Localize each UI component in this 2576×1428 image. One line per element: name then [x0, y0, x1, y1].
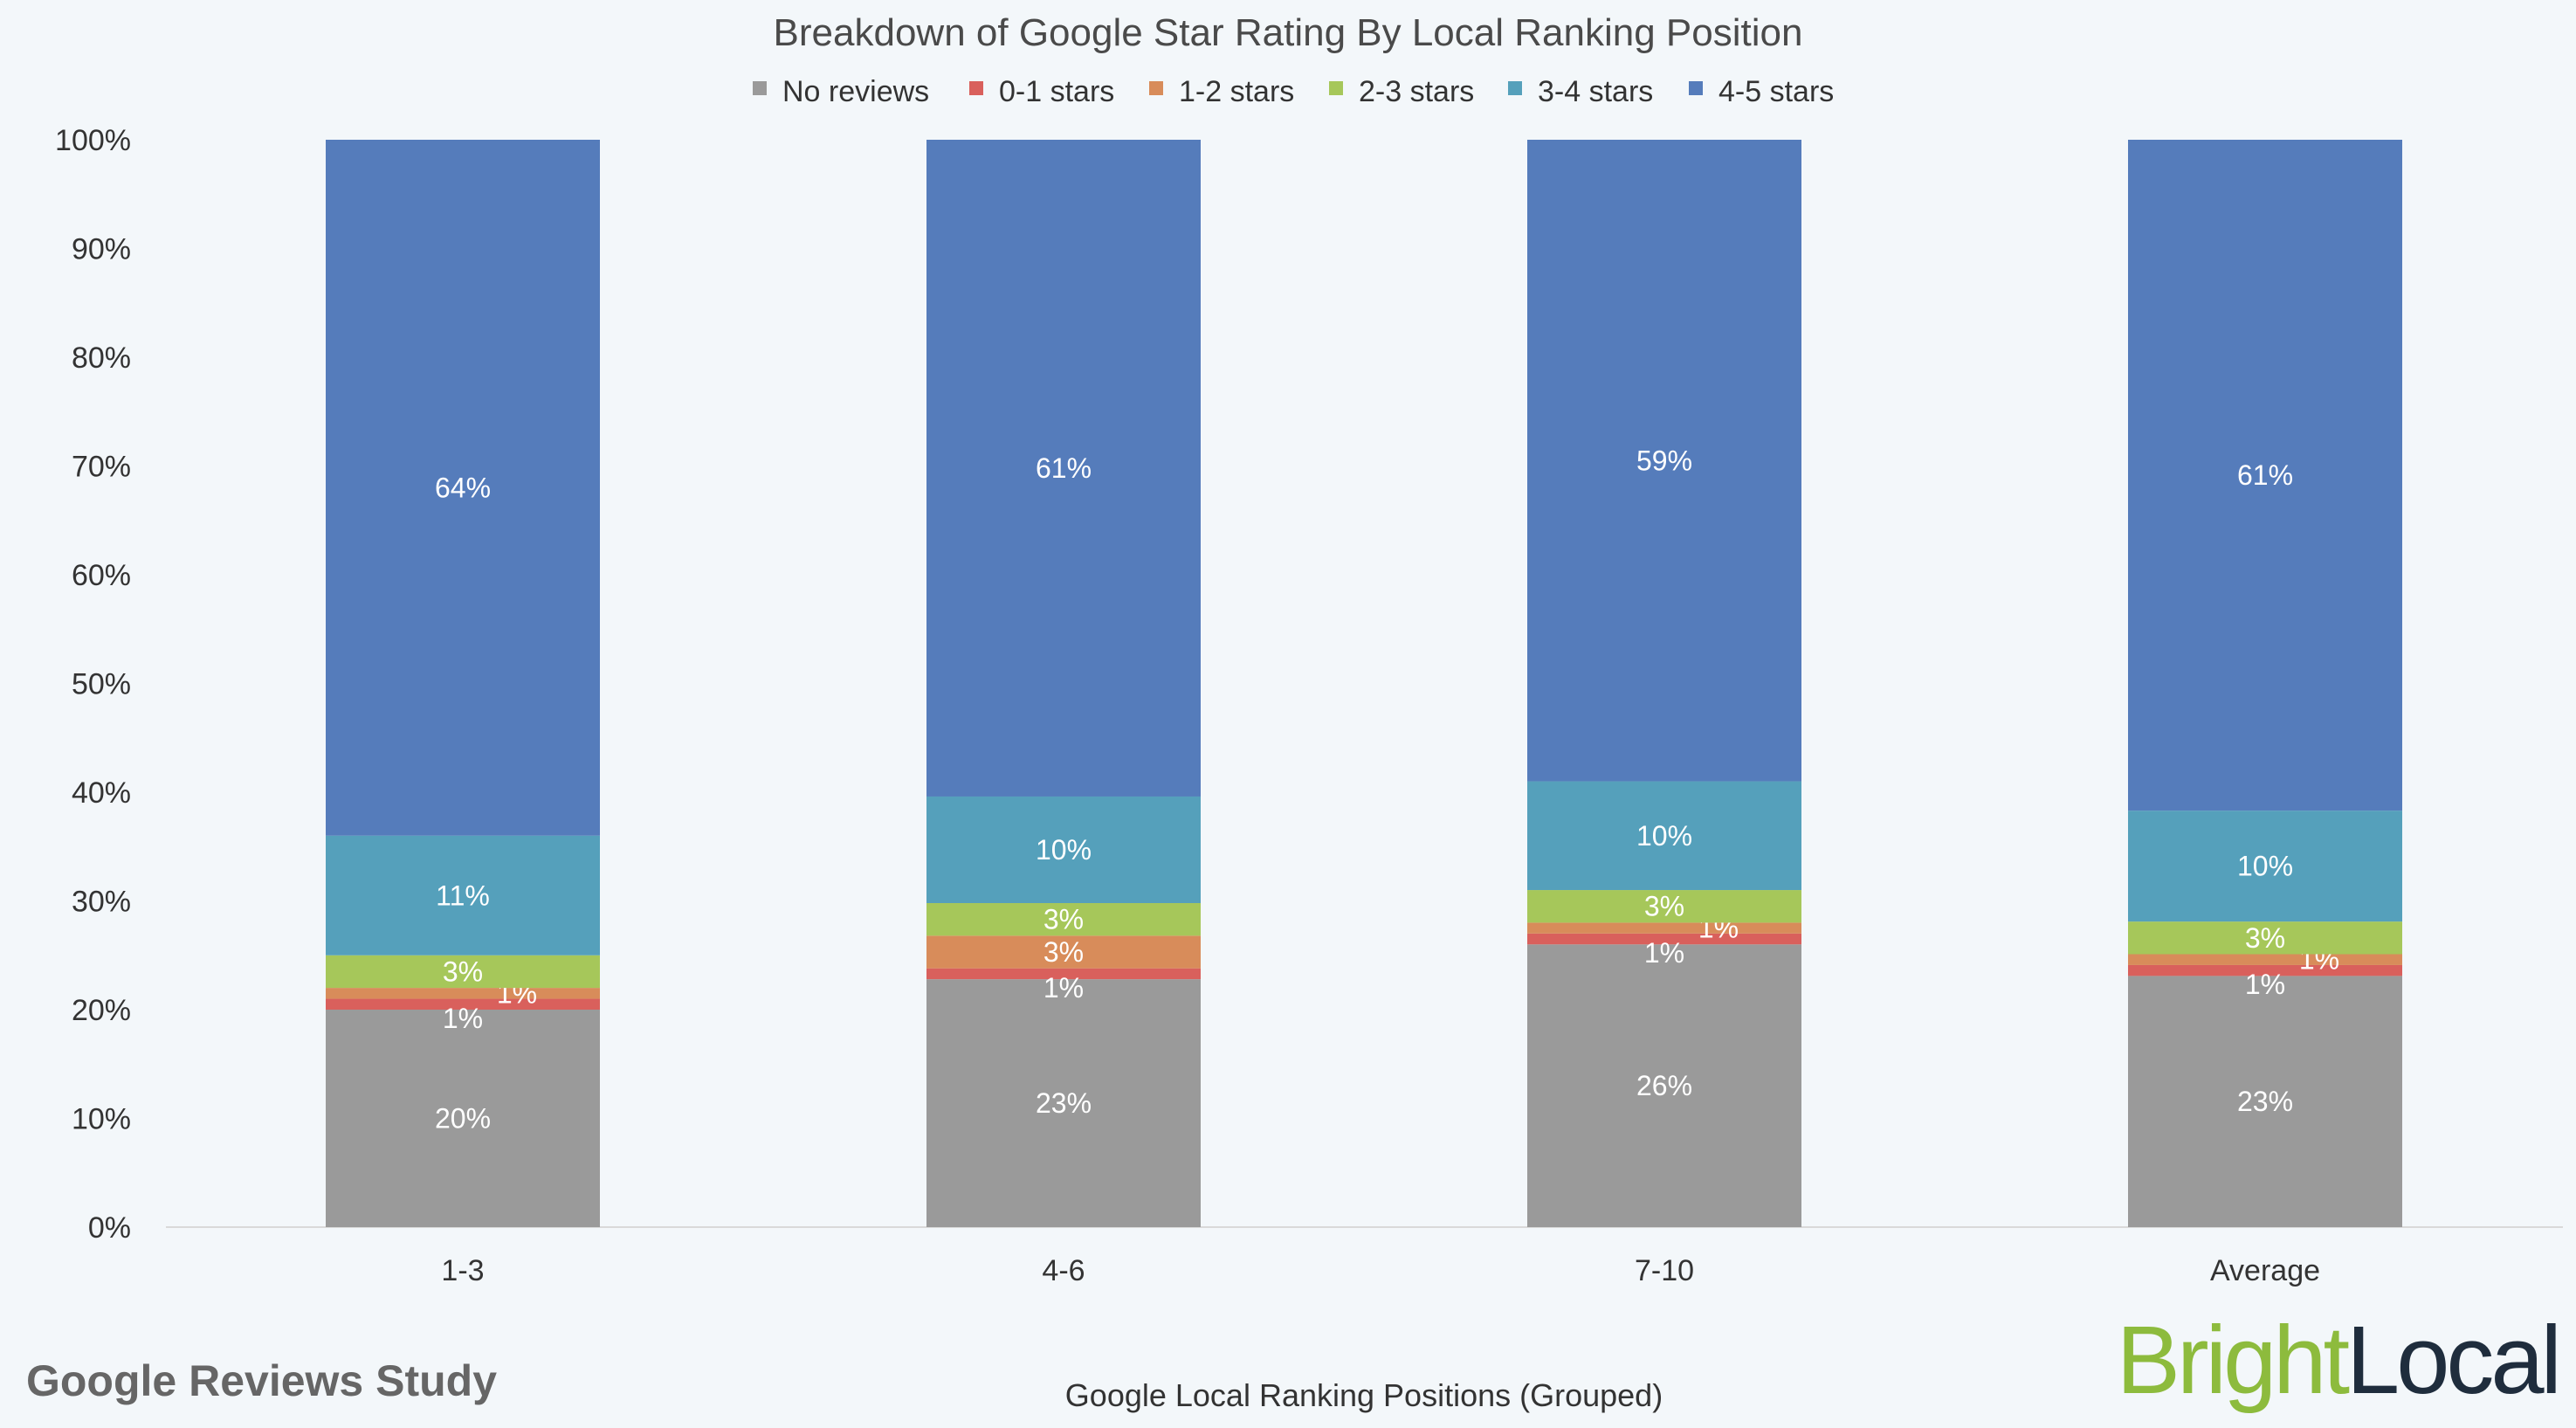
x-tick-label: Average [2210, 1254, 2320, 1287]
data-label: 3% [443, 955, 483, 987]
data-label: 1% [1644, 937, 1684, 969]
bar-segment [326, 955, 600, 989]
legend-swatch [1508, 81, 1522, 95]
y-tick-label: 80% [72, 341, 131, 375]
y-tick-label: 50% [72, 668, 131, 701]
y-tick-label: 100% [55, 124, 131, 157]
data-label: 64% [435, 472, 491, 503]
brand-logo-part2: Local [2346, 1307, 2559, 1414]
y-tick-label: 20% [72, 994, 131, 1027]
legend-label: 3-4 stars [1538, 75, 1653, 108]
data-label: 3% [1043, 904, 1084, 935]
data-label: 11% [436, 880, 490, 911]
data-label: 1% [2245, 969, 2285, 1000]
bar-segment [926, 796, 1201, 903]
bar-segment [1527, 781, 1801, 891]
data-label: 23% [1036, 1087, 1092, 1119]
data-label: 3% [1644, 891, 1684, 922]
legend-swatch [969, 81, 983, 95]
x-tick-label: 4-6 [1042, 1254, 1085, 1287]
data-label: 3% [1043, 936, 1084, 968]
bar-segment [326, 140, 600, 836]
bar-segment [2128, 921, 2402, 955]
legend-swatch [753, 81, 767, 95]
bar-segment [926, 140, 1201, 797]
bar-segment [1527, 140, 1801, 782]
bar-segment [326, 988, 600, 999]
bar-segment [1527, 922, 1801, 934]
brand-logo-part1: Bright [2117, 1307, 2350, 1414]
bar-segment [2128, 964, 2402, 976]
x-axis-title: Google Local Ranking Positions (Grouped) [1065, 1377, 1663, 1413]
data-label: 1% [1043, 972, 1084, 1004]
bar-segment [2128, 954, 2402, 965]
legend-label: No reviews [782, 75, 929, 108]
y-tick-label: 30% [72, 886, 131, 919]
data-label: 10% [1636, 820, 1692, 852]
legend-label: 4-5 stars [1718, 75, 1834, 108]
data-label: 61% [1036, 452, 1092, 484]
bar-segment [1527, 890, 1801, 923]
legend-label: 1-2 stars [1179, 75, 1294, 108]
y-tick-label: 60% [72, 559, 131, 592]
bar-segment [1527, 944, 1801, 1227]
bar-segment [2128, 140, 2402, 811]
y-tick-label: 90% [72, 233, 131, 266]
bar-segment [926, 935, 1201, 969]
y-tick-label: 10% [72, 1103, 131, 1136]
chart-title: Breakdown of Google Star Rating By Local… [774, 11, 1803, 54]
bar-segment [2128, 976, 2402, 1227]
legend-label: 0-1 stars [999, 75, 1114, 108]
bar-segment [326, 1010, 600, 1227]
bar-segment [326, 998, 600, 1010]
data-label: 10% [1036, 834, 1092, 866]
data-label: 61% [2237, 459, 2293, 491]
data-label: 1% [443, 1003, 483, 1034]
data-label: 20% [435, 1103, 491, 1135]
brand-logo: BrightLocal [2117, 1307, 2559, 1414]
bar-segment [926, 968, 1201, 980]
bar-segment [926, 902, 1201, 936]
bar-segment [2128, 811, 2402, 922]
x-tick-label: 7-10 [1635, 1254, 1694, 1287]
legend-label: 2-3 stars [1359, 75, 1474, 108]
bar-segment [926, 979, 1201, 1227]
data-label: 23% [2237, 1086, 2293, 1117]
legend-swatch [1329, 81, 1343, 95]
y-tick-label: 0% [88, 1211, 131, 1245]
y-tick-label: 40% [72, 776, 131, 810]
bar-segment [1527, 933, 1801, 945]
study-label: Google Reviews Study [26, 1356, 497, 1405]
data-label: 3% [2245, 922, 2285, 954]
data-label: 59% [1636, 445, 1692, 476]
legend-swatch [1149, 81, 1163, 95]
data-label: 10% [2237, 851, 2293, 882]
x-tick-label: 1-3 [441, 1254, 484, 1287]
data-label: 26% [1636, 1070, 1692, 1101]
legend-swatch [1689, 81, 1703, 95]
y-tick-label: 70% [72, 451, 131, 484]
bar-segment [326, 835, 600, 955]
